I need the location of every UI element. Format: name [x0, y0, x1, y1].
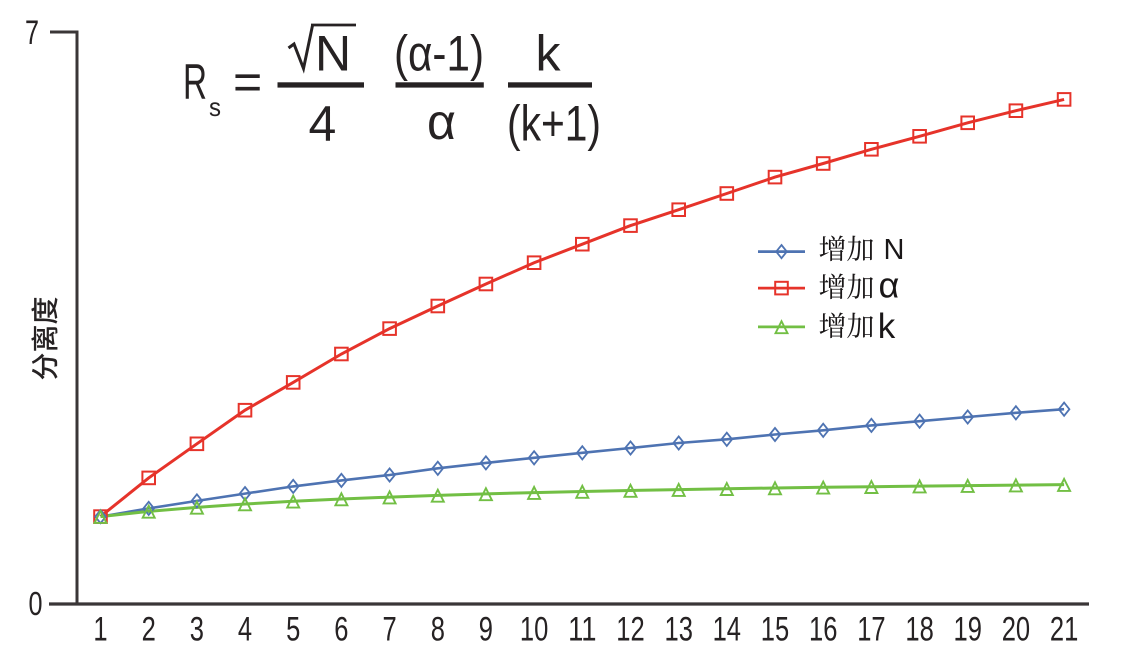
- svg-text:20: 20: [1002, 611, 1030, 649]
- svg-text:(α-1): (α-1): [394, 26, 484, 82]
- svg-text:=: =: [233, 54, 262, 110]
- svg-text:α: α: [427, 94, 456, 150]
- svg-text:7: 7: [25, 14, 39, 52]
- svg-text:R: R: [183, 54, 207, 110]
- svg-text:14: 14: [713, 611, 741, 649]
- svg-text:10: 10: [520, 611, 548, 649]
- svg-text:11: 11: [568, 611, 596, 649]
- svg-text:15: 15: [761, 611, 789, 649]
- svg-text:7: 7: [383, 611, 397, 649]
- svg-text:s: s: [209, 92, 221, 122]
- svg-text:4: 4: [309, 96, 337, 152]
- svg-text:k: k: [878, 307, 896, 346]
- svg-text:9: 9: [479, 611, 493, 649]
- svg-text:17: 17: [857, 611, 885, 649]
- svg-text:2: 2: [142, 611, 156, 649]
- svg-text:N: N: [315, 26, 351, 82]
- svg-text:α: α: [879, 265, 900, 306]
- svg-text:N: N: [884, 234, 905, 266]
- svg-text:(k+1): (k+1): [507, 96, 601, 152]
- svg-text:8: 8: [431, 611, 445, 649]
- svg-text:4: 4: [238, 611, 252, 649]
- svg-text:1: 1: [93, 611, 107, 649]
- svg-text:21: 21: [1050, 611, 1078, 649]
- svg-text:18: 18: [905, 611, 933, 649]
- svg-text:0: 0: [29, 585, 43, 622]
- svg-text:12: 12: [616, 611, 644, 649]
- svg-text:3: 3: [190, 611, 204, 649]
- svg-text:k: k: [536, 26, 562, 82]
- svg-text:13: 13: [665, 611, 693, 649]
- svg-text:5: 5: [286, 611, 300, 649]
- svg-text:6: 6: [334, 611, 348, 649]
- svg-text:16: 16: [809, 611, 837, 649]
- svg-text:19: 19: [954, 611, 982, 649]
